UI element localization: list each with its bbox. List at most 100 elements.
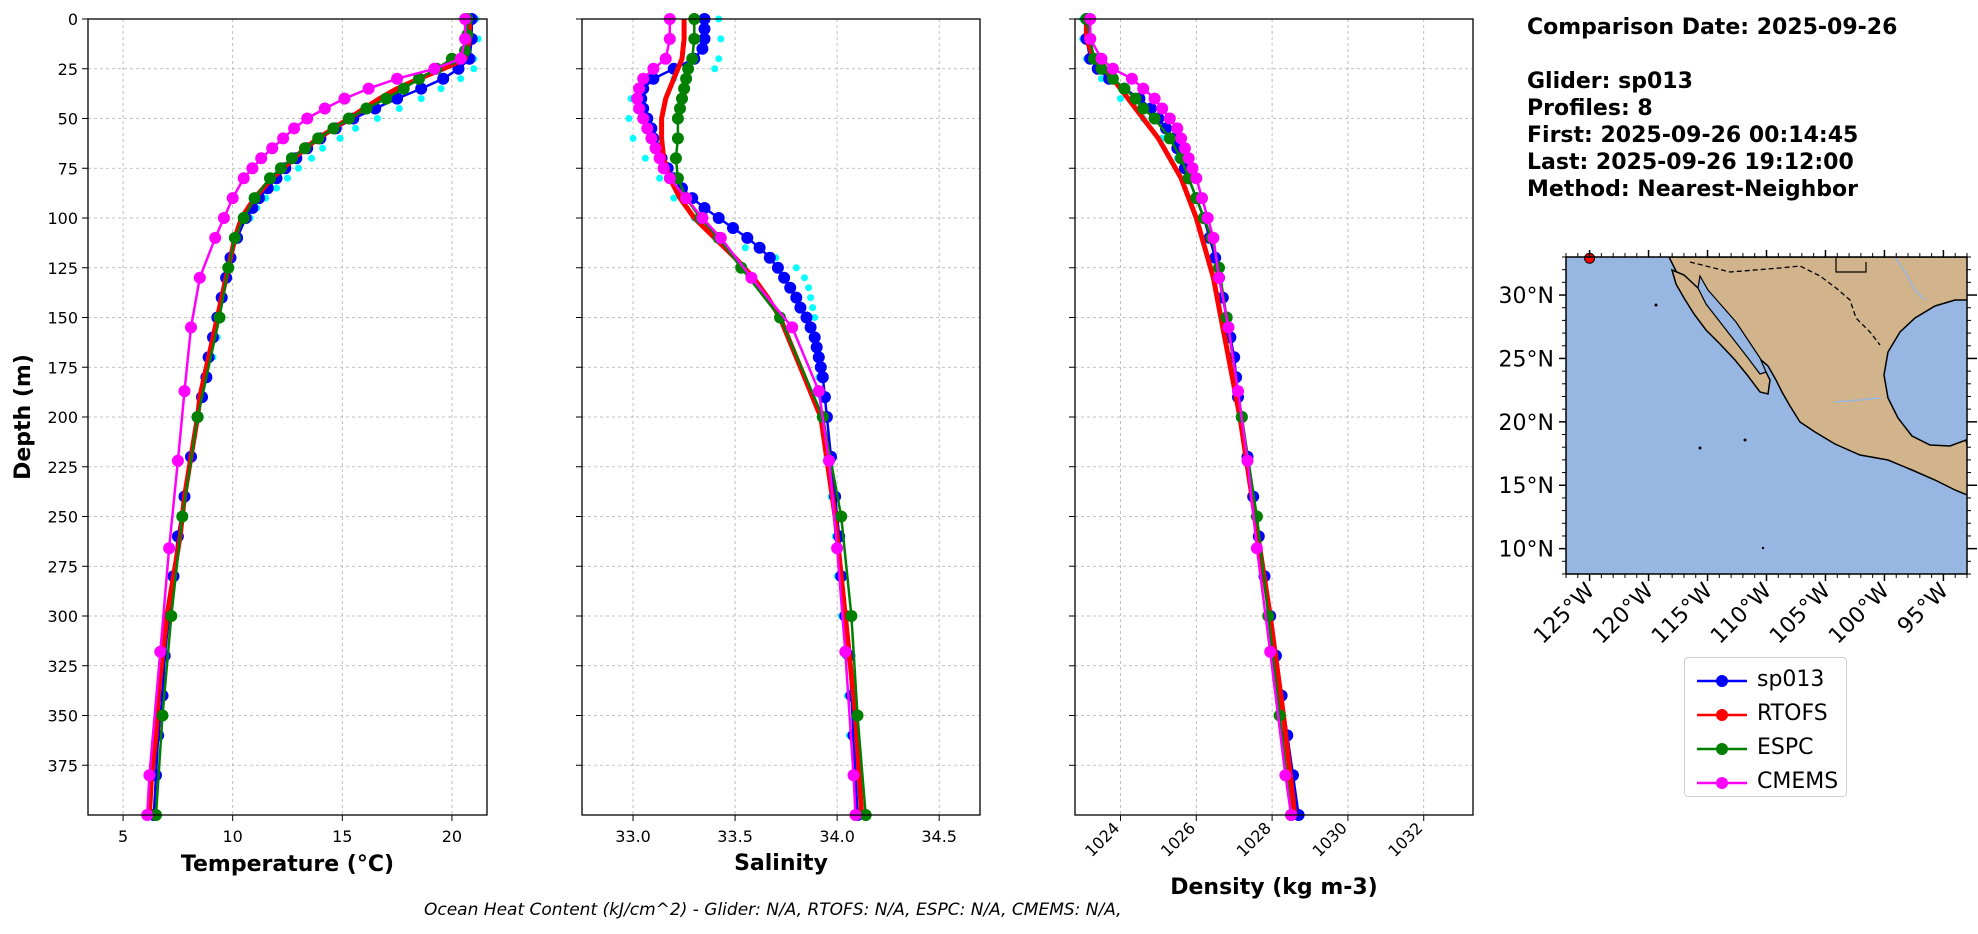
x-tick-label: 33.5: [717, 827, 753, 846]
data-point: [810, 341, 823, 354]
data-point: [336, 134, 344, 142]
data-point: [163, 542, 176, 555]
series-sp013: [1080, 13, 1305, 821]
data-point: [678, 82, 691, 95]
data-point: [839, 645, 852, 658]
data-point: [1175, 132, 1188, 145]
data-point: [647, 62, 660, 75]
data-point: [794, 301, 807, 314]
data-point: [625, 115, 633, 122]
data-point: [663, 32, 676, 45]
data-point: [237, 172, 250, 185]
data-point: [745, 271, 758, 284]
y-tick-label: 175: [47, 358, 78, 377]
data-point: [171, 454, 184, 467]
map-river: [1834, 257, 1926, 403]
data-point: [273, 184, 280, 192]
data-point: [237, 212, 250, 224]
data-point: [266, 142, 279, 155]
data-point: [696, 212, 709, 224]
x-tick-label: 34.5: [921, 827, 957, 846]
map-country-border: [1689, 261, 1881, 346]
data-point: [698, 23, 711, 35]
data-point: [176, 510, 189, 523]
data-point: [717, 35, 725, 43]
data-point: [735, 261, 748, 274]
data-point: [1095, 52, 1108, 65]
data-point: [295, 164, 302, 172]
data-point: [428, 62, 441, 75]
data-point: [741, 244, 749, 252]
data-point: [391, 72, 404, 85]
data-point: [1190, 172, 1203, 185]
data-point: [680, 72, 693, 85]
legend-swatch-sp013: [1697, 675, 1747, 687]
data-point: [1178, 142, 1191, 155]
data-point: [790, 291, 803, 304]
data-point: [417, 95, 425, 103]
map-lon-label: 110°W: [1706, 578, 1777, 649]
data-point: [1117, 95, 1124, 103]
method: Method: Nearest-Neighbor: [1527, 177, 1858, 202]
legend: sp013 RTOFS ESPC CMEMS: [1684, 657, 1847, 797]
info-block: Comparison Date: 2025-09-26 Glider: sp01…: [1527, 14, 1897, 203]
data-point: [285, 152, 298, 165]
data-point: [156, 709, 169, 722]
data-point: [809, 304, 817, 312]
data-point: [669, 152, 682, 165]
data-point: [835, 510, 848, 523]
data-point: [248, 192, 261, 205]
data-point: [816, 371, 829, 384]
data-point: [246, 162, 259, 175]
map-lat-label: 25°N: [1499, 347, 1554, 372]
data-point: [1250, 542, 1263, 555]
data-point: [391, 92, 404, 105]
data-point: [228, 231, 241, 244]
data-point: [1125, 72, 1138, 85]
data-point: [1156, 102, 1169, 115]
map-island: [1654, 303, 1658, 307]
map-state-border: [1835, 257, 1867, 273]
data-point: [680, 192, 693, 205]
data-point: [1196, 192, 1208, 205]
legend-label-cmems: CMEMS: [1757, 769, 1839, 794]
last-time: Last: 2025-09-26 19:12:00: [1527, 150, 1854, 175]
data-point: [255, 152, 268, 165]
data-point: [274, 162, 287, 175]
data-point: [437, 72, 450, 85]
legend-swatch-espc: [1697, 743, 1747, 755]
x-tick-label: 10: [223, 827, 243, 846]
data-point: [807, 294, 815, 302]
legend-item-rtofs: RTOFS: [1685, 698, 1846, 732]
salinity-panel: 33.0 33.5 34.0 34.5 Salinity: [576, 13, 981, 876]
data-point: [812, 351, 825, 364]
data-point: [318, 102, 331, 115]
data-point: [784, 281, 797, 294]
data-point: [327, 122, 340, 135]
map-island: [1761, 546, 1765, 550]
data-point: [1163, 112, 1176, 125]
map-lon-label: 105°W: [1765, 578, 1836, 649]
x-tick-label: 15: [332, 827, 352, 846]
x-tick-label: 1032: [1384, 818, 1426, 860]
legend-label-sp013: sp013: [1757, 667, 1825, 692]
data-point: [362, 82, 375, 95]
data-point: [301, 112, 314, 125]
data-point: [1264, 645, 1277, 658]
data-point: [437, 85, 445, 93]
data-point: [1084, 32, 1097, 45]
data-point: [209, 231, 222, 244]
data-point: [193, 271, 206, 284]
data-point: [373, 115, 381, 122]
data-point: [1137, 82, 1150, 95]
data-point: [1163, 132, 1176, 145]
data-point: [154, 645, 167, 658]
map-island: [1743, 438, 1747, 442]
data-point: [637, 112, 650, 125]
data-point: [633, 82, 646, 95]
data-point: [645, 132, 658, 145]
data-point: [264, 172, 276, 185]
data-point: [457, 75, 465, 83]
data-point: [342, 112, 355, 125]
x-tick-label: 1026: [1157, 818, 1199, 860]
